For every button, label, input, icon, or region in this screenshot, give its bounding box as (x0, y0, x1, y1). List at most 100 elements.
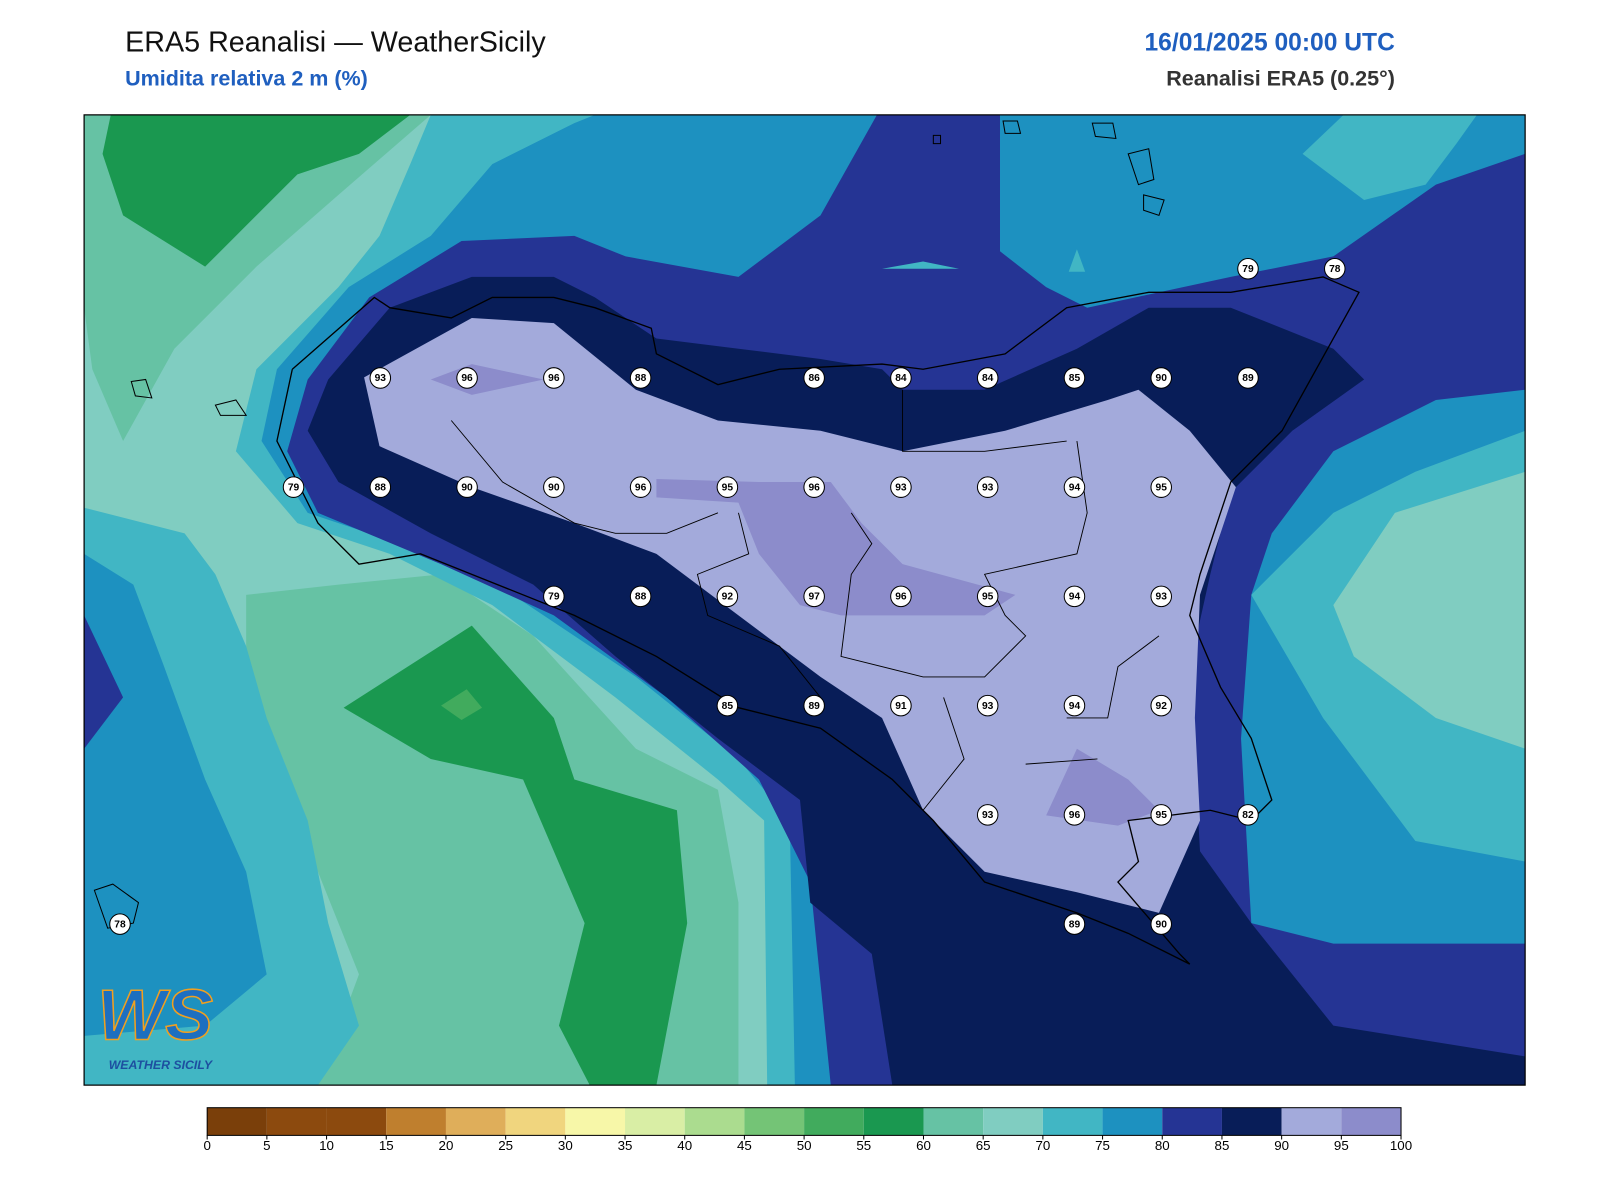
station-marker (803, 367, 825, 389)
station-marker (890, 585, 912, 608)
station-marker (716, 476, 739, 498)
station-value: 92 (722, 592, 734, 603)
station-marker (976, 694, 999, 717)
colorbar-swatch (1162, 1107, 1222, 1136)
station-marker (629, 585, 652, 608)
colorbar-tick-label: 75 (1095, 1138, 1110, 1153)
station-marker (369, 367, 392, 389)
colorbar-swatch (804, 1107, 864, 1136)
station-value: 93 (982, 701, 994, 712)
source: Reanalisi ERA5 (0.25°) (1166, 67, 1395, 91)
colorbar-tick-label: 100 (1390, 1138, 1412, 1153)
station-marker (1063, 585, 1086, 608)
station-marker (1150, 367, 1172, 389)
station-marker (1150, 585, 1172, 608)
colorbar-tick-label: 80 (1155, 1138, 1170, 1153)
colorbar-swatch (326, 1107, 387, 1136)
colorbar-tick-label: 70 (1035, 1138, 1050, 1153)
station-value: 89 (1242, 373, 1254, 384)
colorbar-swatch (923, 1107, 984, 1136)
colorbar-swatch (625, 1107, 685, 1136)
station-marker (890, 476, 912, 498)
colorbar-tick-label: 55 (856, 1138, 871, 1153)
station-marker (976, 585, 999, 608)
station-value: 90 (461, 482, 473, 493)
station-value: 90 (548, 482, 560, 493)
station-marker (629, 476, 652, 498)
colorbar-swatch (445, 1107, 506, 1136)
station-value: 79 (548, 592, 560, 603)
colorbar-swatch (207, 1107, 267, 1136)
colorbar-swatch (386, 1107, 446, 1136)
colorbar-swatch (565, 1107, 626, 1136)
station-value: 85 (1069, 373, 1081, 384)
station-value: 90 (1156, 373, 1168, 384)
station-value: 94 (1069, 482, 1081, 493)
station-marker (543, 367, 565, 389)
station-marker (716, 585, 739, 608)
colorbar-swatch (863, 1107, 924, 1136)
station-marker (803, 694, 825, 717)
colorbar-tick-label: 50 (797, 1138, 812, 1153)
station-marker (803, 476, 825, 498)
station-marker (976, 804, 999, 826)
station-value: 95 (1156, 810, 1168, 821)
colorbar-swatch (1341, 1107, 1402, 1136)
station-value: 93 (982, 482, 994, 493)
station-marker (1237, 367, 1259, 389)
station-value: 88 (635, 592, 647, 603)
station-value: 79 (288, 482, 300, 493)
station-marker (1237, 804, 1259, 826)
colorbar-swatch (1042, 1107, 1103, 1136)
station-value: 91 (895, 701, 907, 712)
colorbar-tick-label: 45 (737, 1138, 752, 1153)
colorbar-swatch (744, 1107, 805, 1136)
station-value: 93 (982, 810, 994, 821)
station-value: 95 (722, 482, 734, 493)
station-marker (803, 585, 825, 608)
colorbar-tick-label: 65 (976, 1138, 991, 1153)
station-value: 78 (114, 919, 126, 930)
station-value: 94 (1069, 701, 1081, 712)
datetime: 16/01/2025 00:00 UTC (1144, 30, 1395, 57)
logo: WS WEATHER SICILY (97, 975, 214, 1072)
station-value: 96 (808, 482, 820, 493)
station-value: 84 (895, 373, 907, 384)
colorbar-swatch (1221, 1107, 1282, 1136)
station-marker (890, 367, 912, 389)
colorbar-tick-label: 10 (319, 1138, 334, 1153)
colorbar-tick-label: 40 (677, 1138, 692, 1153)
station-value: 78 (1329, 264, 1341, 275)
station-value: 93 (1156, 592, 1168, 603)
logo-text: WEATHER SICILY (109, 1058, 214, 1072)
station-value: 79 (1242, 264, 1254, 275)
map-frame (83, 114, 1526, 1086)
station-value: 95 (982, 592, 994, 603)
station-value: 97 (808, 592, 820, 603)
colorbar-tick-label: 90 (1274, 1138, 1289, 1153)
station-value: 88 (375, 482, 387, 493)
station-marker (1150, 804, 1172, 826)
colorbar-tick-label: 85 (1215, 1138, 1230, 1153)
station-value: 95 (1156, 482, 1168, 493)
station-marker (1063, 913, 1086, 935)
colorbar-tick-label: 25 (498, 1138, 513, 1153)
logo-mark: WS (97, 975, 213, 1055)
station-marker (1063, 804, 1086, 826)
colorbar-swatch (983, 1107, 1043, 1136)
station-marker (1063, 476, 1086, 498)
station-value: 89 (1069, 919, 1081, 930)
station-marker (629, 367, 652, 389)
station-value: 92 (1156, 701, 1168, 712)
title: ERA5 Reanalisi — WeatherSicily (125, 27, 546, 59)
station-value: 93 (895, 482, 907, 493)
colorbar-tick-label: 20 (439, 1138, 454, 1153)
colorbar-tick-label: 95 (1334, 1138, 1349, 1153)
station-value: 96 (1069, 810, 1081, 821)
colorbar-swatch (505, 1107, 566, 1136)
colorbar-swatch (1281, 1107, 1342, 1136)
station-value: 96 (461, 373, 473, 384)
station-marker (1063, 367, 1086, 389)
station-marker (543, 476, 565, 498)
station-value: 86 (808, 373, 820, 384)
